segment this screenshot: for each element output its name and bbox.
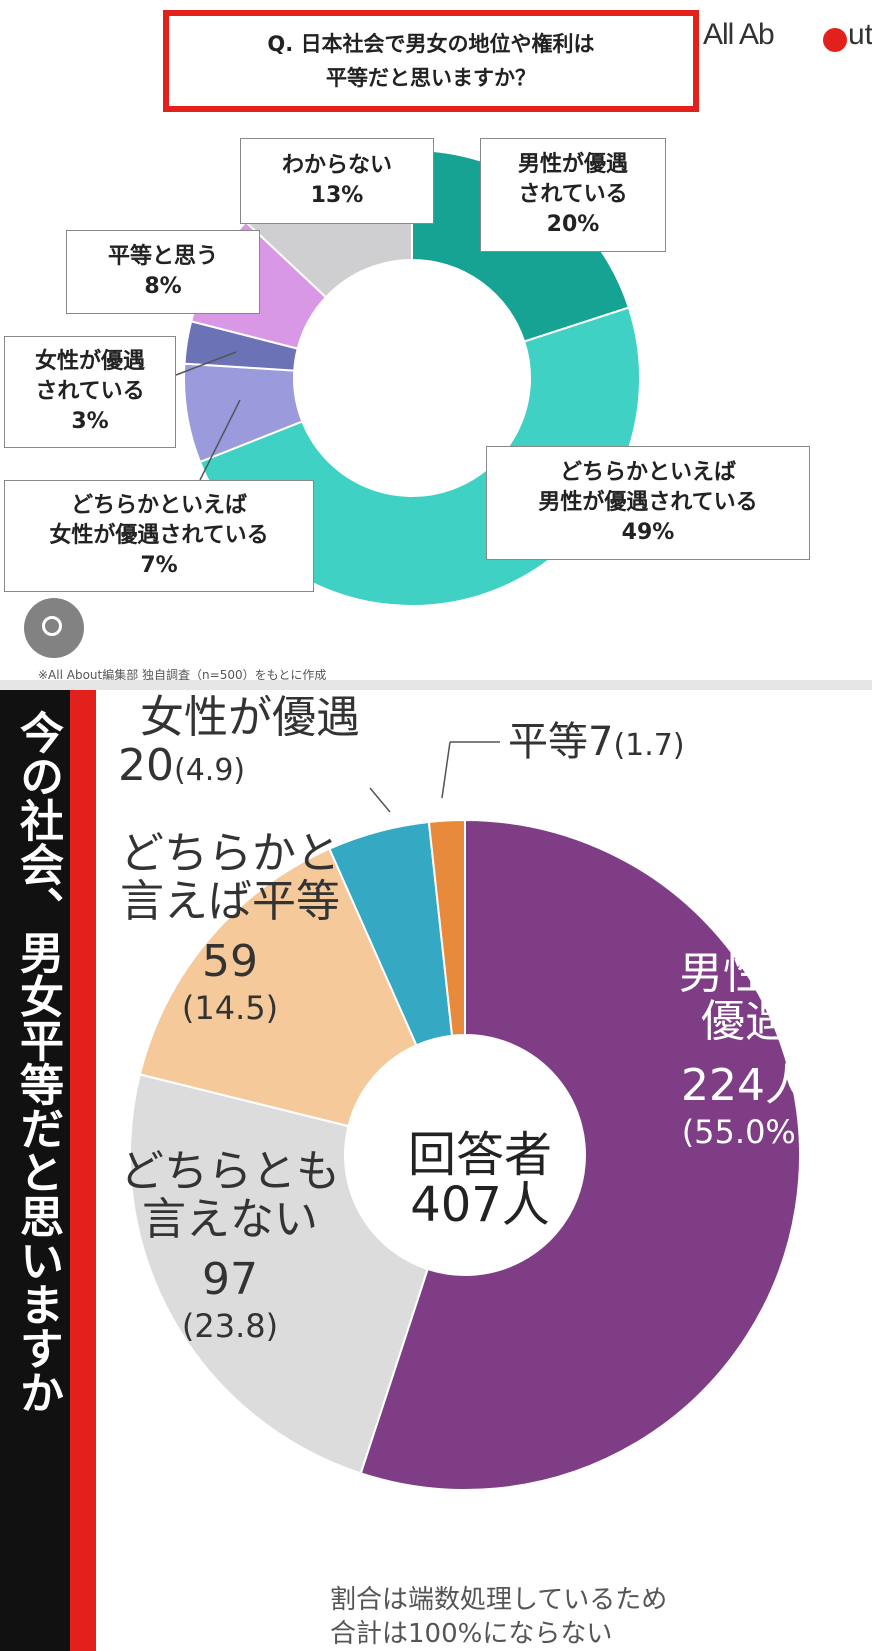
slice-pct-male-favored: (55.0%) (681, 1113, 809, 1151)
survey-panel-allabout: Q. 日本社会で男女の地位や権利は 平等だと思いますか？ All Ab ut 男… (0, 0, 872, 690)
side-title-bar (0, 690, 70, 1651)
donut2-slice-0 (359, 818, 801, 1491)
leader-line-female-favored (175, 351, 237, 376)
slice-value-text: 8% (144, 274, 182, 299)
slice-pct-somewhat-equal: (14.5) (181, 989, 279, 1027)
slice-value-equal: 平等7(1.7) (508, 719, 685, 765)
slice-label-somewhat-male-favored: どちらかといえば 男性が優遇されている 49% (486, 446, 810, 560)
slice-value-text: 49% (621, 520, 675, 545)
brand-logo-right: ut (848, 18, 872, 51)
slice-label-equal: 平等と思う 8% (66, 230, 260, 314)
slice-value-text: 3% (71, 409, 109, 434)
slice-label-text: 平等と思う (107, 244, 218, 269)
source-footnote: ※All About編集部 独自調査（n=500）をもとに作成 (38, 668, 327, 682)
slice-label-text: わからない (281, 153, 392, 178)
slice-label-dont-know: わからない 13% (240, 138, 434, 224)
rounding-footnote: 割合は端数処理しているため 合計は100%にならない (330, 1585, 668, 1649)
donut2-slice-1 (129, 1073, 429, 1475)
side-accent-bar (70, 690, 96, 1651)
slice-value-female-favored: 20(4.9) (118, 740, 246, 791)
slice-label-neither: どちらとも 言えない (120, 1146, 340, 1245)
slice-label-male-favored: 男性が 優遇 (679, 948, 811, 1047)
slice-label-male-favored: 男性が優遇 されている 20% (480, 138, 666, 252)
slice-count-male-favored: 224人 (681, 1060, 809, 1111)
question-box: Q. 日本社会で男女の地位や権利は 平等だと思いますか？ (163, 10, 699, 112)
slice-label-text: どちらかといえば 男性が優遇されている (538, 460, 758, 515)
slice-label-female-favored: 女性が優遇 (140, 692, 360, 743)
center-total-label: 回答者 407人 (407, 1127, 552, 1233)
slice-count-somewhat-equal: 59 (202, 936, 258, 987)
slice-label-somewhat-female-favored: どちらかといえば 女性が優遇されている 7% (4, 480, 314, 592)
side-title: 今の社会、男女平等だと思いますか (12, 710, 63, 1414)
question-text: Q. 日本社会で男女の地位や権利は 平等だと思いますか？ (267, 32, 595, 90)
slice-value-text: 13% (310, 183, 364, 208)
slice-label-somewhat-equal: どちらかと 言えば平等 (120, 828, 340, 927)
slice-label-female-favored: 女性が優遇 されている 3% (4, 336, 176, 448)
leader-line-equal-v (441, 741, 451, 799)
brand-logo-dot-icon (823, 28, 847, 52)
slice-count-neither: 97 (202, 1254, 258, 1305)
image-search-lens-icon[interactable] (24, 598, 84, 658)
slice-label-text: どちらかといえば 女性が優遇されている (49, 493, 269, 548)
leader-line-somewhat-female-favored (199, 399, 241, 481)
slice-label-text: 男性が優遇 されている (517, 152, 628, 207)
leader-line-female-favored (369, 787, 391, 813)
slice-pct-neither: (23.8) (181, 1307, 279, 1345)
brand-logo-left: All Ab (703, 18, 775, 51)
slice-label-text: 女性が優遇 されている (34, 349, 145, 404)
slice-value-text: 7% (140, 553, 178, 578)
slice-value-text: 20% (546, 212, 600, 237)
survey-panel-newspaper: 今の社会、男女平等だと思いますか 回答者 407人 男性が 優遇 224人 (5… (0, 690, 872, 1651)
donut-chart-newspaper (129, 741, 801, 1491)
donut2-slice-2 (138, 847, 418, 1128)
donut2-slice-4 (427, 818, 466, 1037)
